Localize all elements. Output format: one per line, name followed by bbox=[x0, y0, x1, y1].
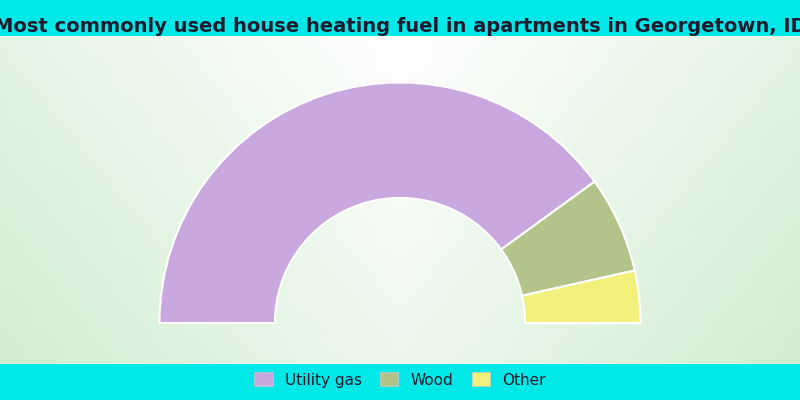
Text: Most commonly used house heating fuel in apartments in Georgetown, ID: Most commonly used house heating fuel in… bbox=[0, 17, 800, 36]
Wedge shape bbox=[501, 182, 634, 296]
Legend: Utility gas, Wood, Other: Utility gas, Wood, Other bbox=[248, 366, 552, 394]
Wedge shape bbox=[522, 270, 641, 323]
Wedge shape bbox=[159, 82, 594, 323]
